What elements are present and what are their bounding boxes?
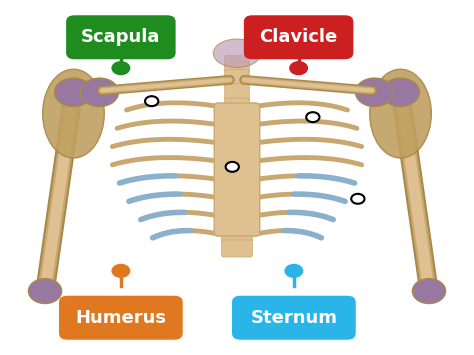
FancyBboxPatch shape (225, 84, 249, 101)
Circle shape (81, 78, 118, 106)
Circle shape (111, 61, 130, 75)
Circle shape (226, 162, 239, 172)
Circle shape (351, 194, 365, 204)
FancyBboxPatch shape (221, 226, 252, 243)
FancyBboxPatch shape (221, 126, 252, 143)
FancyBboxPatch shape (214, 103, 260, 236)
FancyBboxPatch shape (221, 240, 252, 257)
FancyBboxPatch shape (221, 197, 252, 214)
FancyBboxPatch shape (225, 98, 249, 115)
FancyBboxPatch shape (225, 55, 249, 72)
Circle shape (284, 264, 303, 278)
FancyBboxPatch shape (221, 183, 252, 200)
Circle shape (382, 78, 419, 106)
FancyBboxPatch shape (221, 112, 252, 129)
Circle shape (412, 279, 446, 304)
FancyBboxPatch shape (221, 141, 252, 158)
Ellipse shape (213, 39, 261, 67)
Circle shape (55, 78, 92, 106)
FancyBboxPatch shape (225, 70, 249, 87)
FancyBboxPatch shape (221, 155, 252, 172)
Circle shape (111, 264, 130, 278)
Ellipse shape (43, 69, 104, 158)
Circle shape (145, 96, 158, 106)
Circle shape (306, 112, 319, 122)
FancyBboxPatch shape (232, 296, 356, 340)
Text: Sternum: Sternum (250, 309, 337, 327)
Circle shape (356, 78, 393, 106)
FancyBboxPatch shape (59, 296, 182, 340)
FancyBboxPatch shape (66, 15, 175, 59)
Circle shape (289, 61, 308, 75)
Circle shape (28, 279, 62, 304)
FancyBboxPatch shape (221, 169, 252, 186)
Text: Clavicle: Clavicle (259, 28, 338, 46)
FancyBboxPatch shape (244, 15, 353, 59)
Text: Humerus: Humerus (75, 309, 166, 327)
FancyBboxPatch shape (221, 212, 252, 229)
Text: Scapula: Scapula (81, 28, 161, 46)
Ellipse shape (370, 69, 431, 158)
